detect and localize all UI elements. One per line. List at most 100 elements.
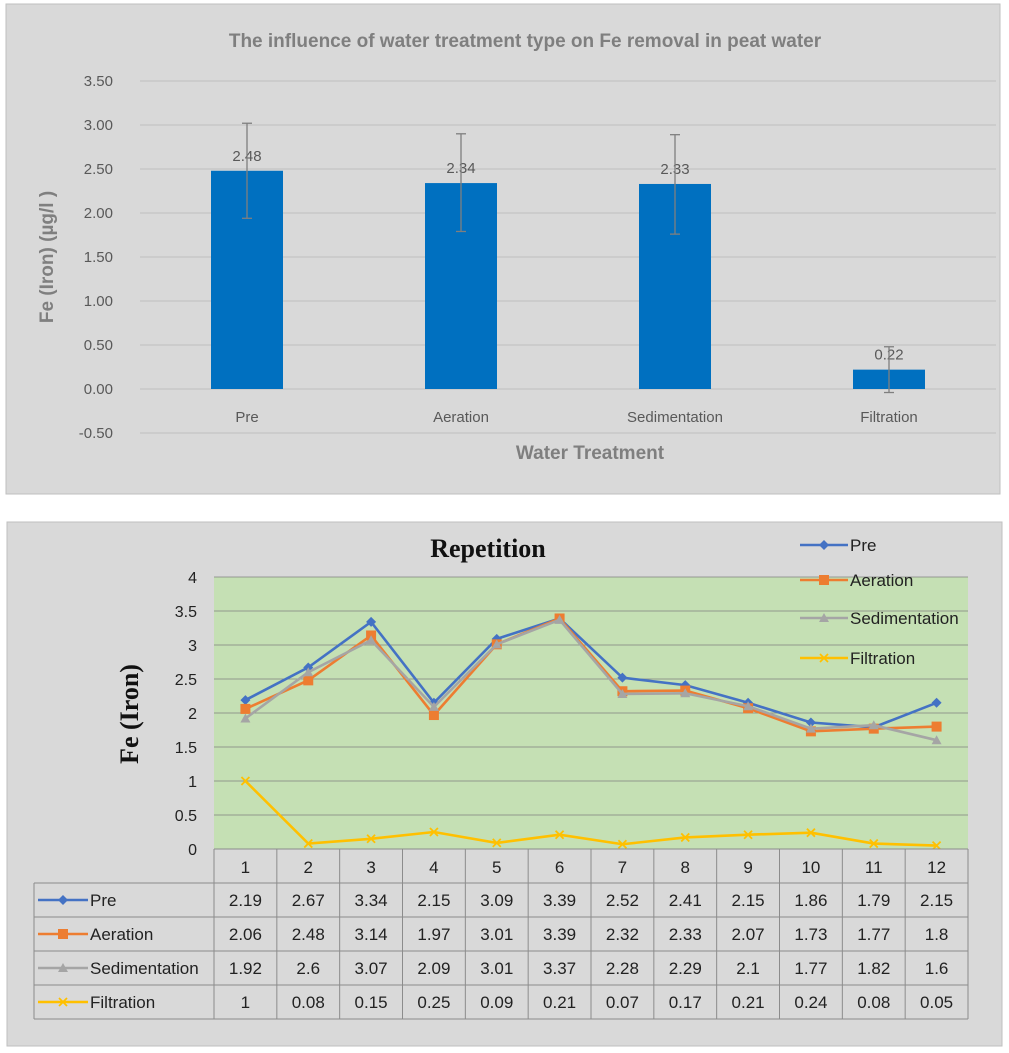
y-tick-label: 1.5 (175, 740, 197, 757)
x-tick-label: 7 (618, 858, 627, 877)
marker-triangle (366, 635, 377, 645)
table-cell: 3.37 (543, 959, 576, 978)
marker-diamond (366, 616, 377, 627)
marker-triangle (931, 735, 942, 745)
y-tick-label: 0.5 (175, 808, 197, 825)
marker-x (240, 776, 251, 786)
marker-x (869, 838, 879, 849)
marker-x (303, 838, 313, 849)
line-chart-svg: 0 0.5 1 1.5 2 2.5 3 3.5 4 Repetition Fe (Iron) Pre A… (6, 521, 1003, 1047)
marker-square (931, 721, 942, 732)
marker-square (819, 575, 829, 585)
table-cell: 2.33 (669, 925, 702, 944)
marker-x (931, 840, 942, 851)
x-tick-label: 4 (429, 858, 438, 877)
table-cell: 0.07 (606, 993, 639, 1012)
table-cell: 1 (241, 993, 250, 1012)
marker-diamond (58, 895, 68, 905)
marker-triangle (58, 963, 68, 972)
marker-triangle (303, 667, 314, 677)
table-cell: 2.1 (736, 959, 760, 978)
marker-diamond (491, 633, 502, 644)
legend-label: Filtration (850, 649, 915, 668)
marker-x (429, 827, 439, 837)
marker-x (492, 838, 502, 848)
table-cell: 0.15 (355, 993, 388, 1012)
table-cell: 2.15 (417, 891, 450, 910)
x-tick-label: 5 (492, 858, 501, 877)
marker-x (554, 830, 565, 840)
chart-title: The influence of water treatment type on… (229, 31, 822, 52)
table-cell: 2.28 (606, 959, 639, 978)
table-cell: 0.21 (543, 993, 576, 1012)
marker-triangle (819, 613, 829, 622)
x-tick-label: 6 (555, 858, 564, 877)
chart-background (5, 3, 1001, 495)
x-tick-label: Filtration (860, 409, 918, 426)
table-cell: 2.48 (292, 925, 325, 944)
table-cell: 2.41 (669, 891, 702, 910)
y-axis-title: Fe (Iron) (µg/l ) (37, 191, 58, 323)
table-cell: 2.29 (669, 959, 702, 978)
marker-diamond (931, 697, 942, 708)
marker-square (303, 675, 314, 686)
table-cell: 0.05 (920, 993, 953, 1012)
table-cell: 2.67 (292, 891, 325, 910)
table-row-label: Filtration (90, 993, 155, 1012)
legend-label: Sedimentation (850, 609, 959, 628)
table-row-label: Sedimentation (90, 959, 199, 978)
x-tick-label: 8 (681, 858, 690, 877)
y-axis-title: Fe (Iron) (115, 664, 144, 764)
table-cell: 3.39 (543, 891, 576, 910)
y-tick-label: 2.00 (84, 205, 113, 222)
marker-x (819, 653, 829, 663)
bar-chart: -0.50 0.00 0.50 1.00 1.50 2.00 2.50 3.00 3.50 The… (0, 0, 1009, 500)
table-cell: 2.6 (296, 959, 320, 978)
marker-diamond (240, 695, 251, 706)
x-tick-label: Sedimentation (627, 409, 723, 426)
table-cell: 2.32 (606, 925, 639, 944)
table-cell: 1.82 (857, 959, 890, 978)
marker-diamond (819, 540, 829, 550)
x-tick-label: 10 (801, 858, 820, 877)
x-tick-label: 12 (927, 858, 946, 877)
chart-title: Repetition (430, 534, 546, 563)
marker-triangle (554, 614, 565, 624)
table-cell: 3.07 (355, 959, 388, 978)
table-cell: 0.08 (292, 993, 325, 1012)
table-cell: 2.52 (606, 891, 639, 910)
table-cell: 1.8 (925, 925, 949, 944)
table-cell: 2.06 (229, 925, 262, 944)
table-row-label: Pre (90, 891, 116, 910)
table-cell: 0.08 (857, 993, 890, 1012)
y-tick-label: 3 (188, 638, 197, 655)
y-tick-label: 1.50 (84, 249, 113, 266)
marker-square (58, 929, 68, 939)
table-cell: 3.14 (355, 925, 388, 944)
table-cell: 0.21 (732, 993, 765, 1012)
series-line (244, 616, 937, 733)
x-tick-label: 3 (366, 858, 375, 877)
marker-diamond (805, 717, 816, 728)
x-tick-label: 11 (865, 858, 883, 877)
table-cell: 2.07 (732, 925, 765, 944)
table-cell: 3.01 (480, 959, 513, 978)
table-cell: 0.25 (417, 993, 450, 1012)
bar-chart-svg: -0.50 0.00 0.50 1.00 1.50 2.00 2.50 3.00 3.50 The… (5, 3, 1001, 495)
y-tick-label: 1 (188, 774, 197, 791)
y-tick-label: 3.50 (84, 73, 113, 90)
table-cell: 1.6 (925, 959, 949, 978)
marker-x (680, 832, 690, 843)
table-cell: 3.34 (355, 891, 388, 910)
table-cell: 1.92 (229, 959, 262, 978)
table-cell: 3.01 (480, 925, 513, 944)
y-tick-label: 2.5 (175, 672, 197, 689)
x-tick-label: 9 (743, 858, 752, 877)
table-cell: 1.97 (417, 925, 450, 944)
table-cell: 2.15 (920, 891, 953, 910)
legend-label: Aeration (850, 571, 913, 590)
series-line (244, 617, 938, 729)
marker-diamond (617, 672, 628, 683)
y-tick-label: 2 (188, 706, 197, 723)
marker-x (617, 839, 628, 849)
